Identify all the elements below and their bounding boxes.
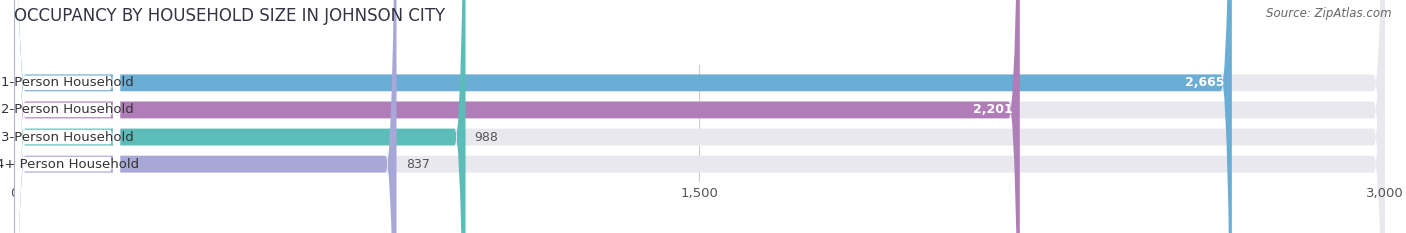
FancyBboxPatch shape [14, 0, 1385, 233]
Text: 3-Person Household: 3-Person Household [1, 130, 134, 144]
FancyBboxPatch shape [15, 0, 120, 233]
FancyBboxPatch shape [14, 0, 1019, 233]
Text: Source: ZipAtlas.com: Source: ZipAtlas.com [1267, 7, 1392, 20]
Text: 1-Person Household: 1-Person Household [1, 76, 134, 89]
FancyBboxPatch shape [14, 0, 1232, 233]
FancyBboxPatch shape [14, 0, 1385, 233]
FancyBboxPatch shape [14, 0, 465, 233]
Text: OCCUPANCY BY HOUSEHOLD SIZE IN JOHNSON CITY: OCCUPANCY BY HOUSEHOLD SIZE IN JOHNSON C… [14, 7, 446, 25]
Text: 4+ Person Household: 4+ Person Household [0, 158, 139, 171]
Text: 837: 837 [406, 158, 430, 171]
FancyBboxPatch shape [14, 0, 1385, 233]
FancyBboxPatch shape [14, 0, 396, 233]
FancyBboxPatch shape [15, 0, 120, 233]
Text: 2,201: 2,201 [973, 103, 1012, 116]
Text: 988: 988 [475, 130, 499, 144]
Text: 2,665: 2,665 [1185, 76, 1225, 89]
FancyBboxPatch shape [15, 0, 120, 233]
FancyBboxPatch shape [14, 0, 1385, 233]
FancyBboxPatch shape [15, 0, 120, 233]
Text: 2-Person Household: 2-Person Household [1, 103, 134, 116]
